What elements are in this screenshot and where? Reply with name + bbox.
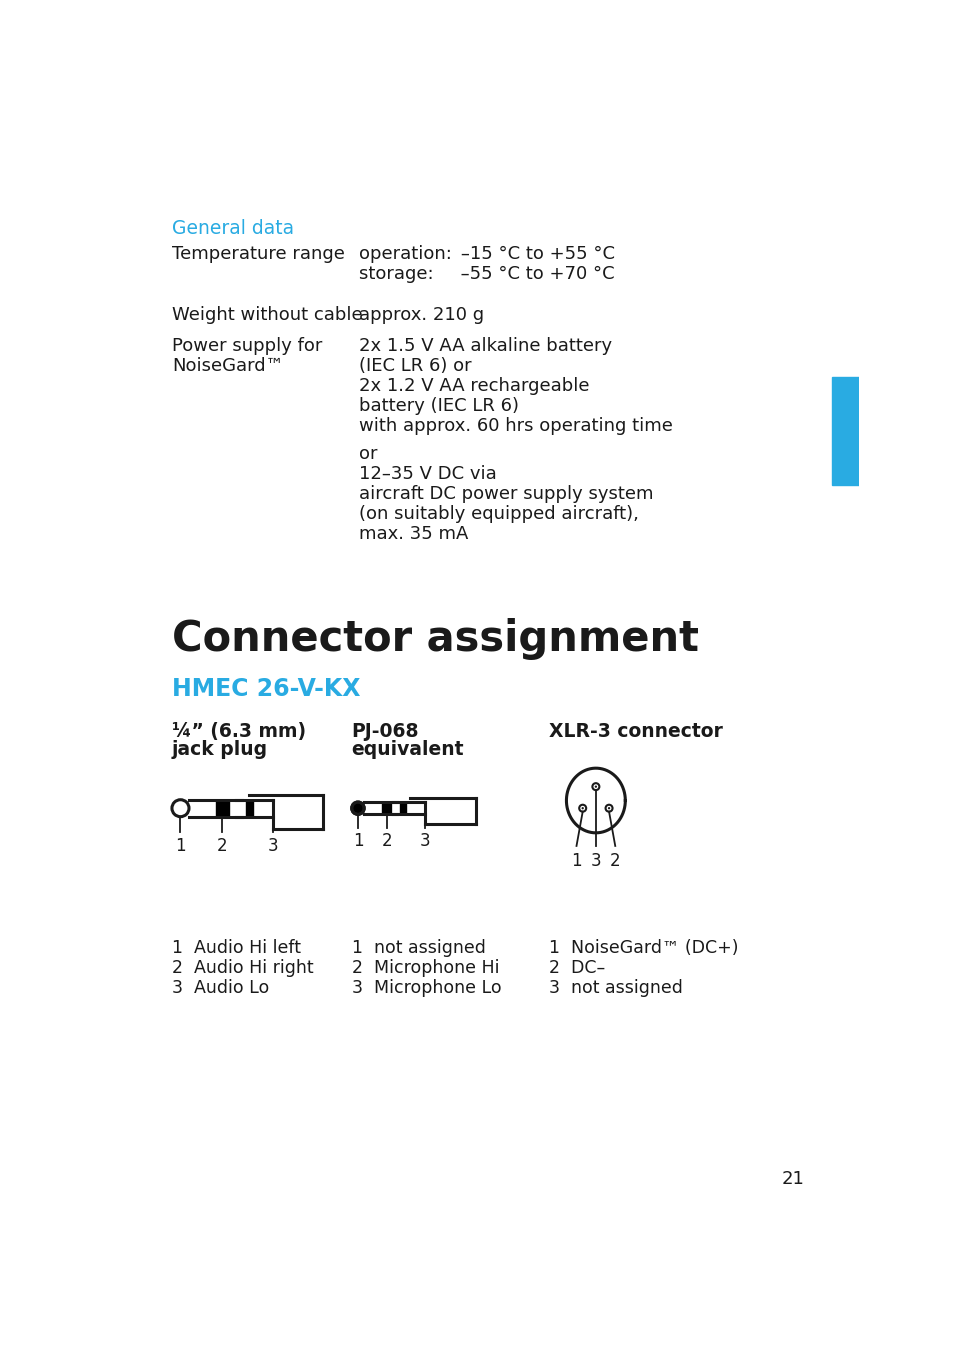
Text: 2x 1.5 V AA alkaline battery: 2x 1.5 V AA alkaline battery [359,338,612,355]
Text: 3: 3 [590,853,600,870]
Bar [216,800,229,816]
Text: aircraft DC power supply system: aircraft DC power supply system [359,484,654,503]
Circle shape [594,785,597,788]
Text: 2x 1.2 V AA rechargeable: 2x 1.2 V AA rechargeable [359,377,589,395]
Text: XLR-3 connector: XLR-3 connector [549,722,722,741]
Text: 3  Audio Lo: 3 Audio Lo [172,979,269,997]
Bar [245,800,253,816]
Text: 1  NoiseGard™ (DC+): 1 NoiseGard™ (DC+) [549,939,739,958]
Text: 21: 21 [781,1170,804,1188]
Text: storage:   –55 °C to +70 °C: storage: –55 °C to +70 °C [359,265,615,282]
Text: Weight without cable: Weight without cable [172,307,362,324]
Text: General data: General data [172,219,294,238]
Bar [831,377,858,484]
Text: 3: 3 [419,833,430,850]
Text: NoiseGard™: NoiseGard™ [172,356,283,375]
Circle shape [581,807,583,810]
Text: 1: 1 [175,837,186,854]
Bar [236,800,242,816]
Text: 3  not assigned: 3 not assigned [549,979,682,997]
Text: jack plug: jack plug [172,741,268,760]
Circle shape [607,807,610,810]
Bar [381,802,391,814]
Text: battery (IEC LR 6): battery (IEC LR 6) [359,397,519,416]
Text: (on suitably equipped aircraft),: (on suitably equipped aircraft), [359,504,639,523]
Text: 3  Microphone Lo: 3 Microphone Lo [352,979,501,997]
Text: HMEC 26-V-KX: HMEC 26-V-KX [172,678,360,701]
Text: ¼” (6.3 mm): ¼” (6.3 mm) [172,722,306,741]
Text: 2  Microphone Hi: 2 Microphone Hi [352,959,498,976]
Text: 1  Audio Hi left: 1 Audio Hi left [172,939,300,958]
Text: approx. 210 g: approx. 210 g [359,307,484,324]
Text: Connector assignment: Connector assignment [172,617,699,660]
Text: operation: –15 °C to +55 °C: operation: –15 °C to +55 °C [359,245,615,262]
Text: with approx. 60 hrs operating time: with approx. 60 hrs operating time [359,417,673,434]
Text: 2: 2 [381,833,392,850]
Text: equivalent: equivalent [352,741,464,760]
Text: 1: 1 [353,833,363,850]
Text: Temperature range: Temperature range [172,245,344,262]
Text: or: or [359,445,377,463]
Text: 2  DC–: 2 DC– [549,959,605,976]
Text: 12–35 V DC via: 12–35 V DC via [359,465,497,483]
Text: 2: 2 [609,853,619,870]
Text: 1: 1 [571,853,581,870]
Text: 2: 2 [216,837,228,854]
Text: PJ-068: PJ-068 [352,722,418,741]
Bar [393,802,397,814]
Circle shape [352,802,364,814]
Text: 3: 3 [267,837,277,854]
Bar [399,802,406,814]
Text: (IEC LR 6) or: (IEC LR 6) or [359,356,472,375]
Text: max. 35 mA: max. 35 mA [359,525,468,543]
Text: Power supply for: Power supply for [172,338,322,355]
Text: 1  not assigned: 1 not assigned [352,939,485,958]
Text: 2  Audio Hi right: 2 Audio Hi right [172,959,314,976]
